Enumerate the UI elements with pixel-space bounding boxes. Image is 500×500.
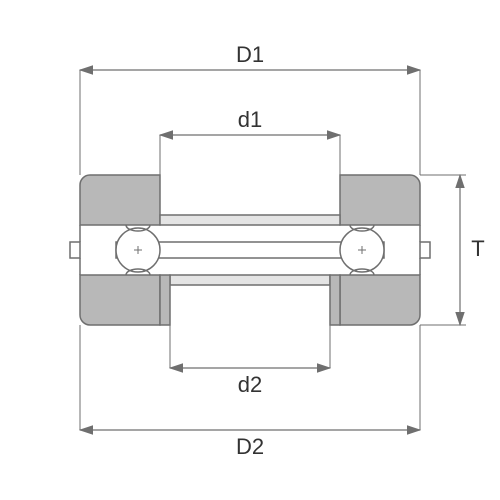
dim-label-d2: d2 xyxy=(238,372,262,397)
dim-label-d1: d1 xyxy=(238,107,262,132)
diagram-root: D1 d1 d2 D2 T xyxy=(0,0,500,500)
dim-label-D2: D2 xyxy=(236,434,264,459)
dim-label-D1: D1 xyxy=(236,42,264,67)
bearing-diagram: D1 d1 d2 D2 T xyxy=(0,0,500,500)
bearing-cross-section xyxy=(70,175,430,325)
dim-label-T: T xyxy=(471,236,484,261)
